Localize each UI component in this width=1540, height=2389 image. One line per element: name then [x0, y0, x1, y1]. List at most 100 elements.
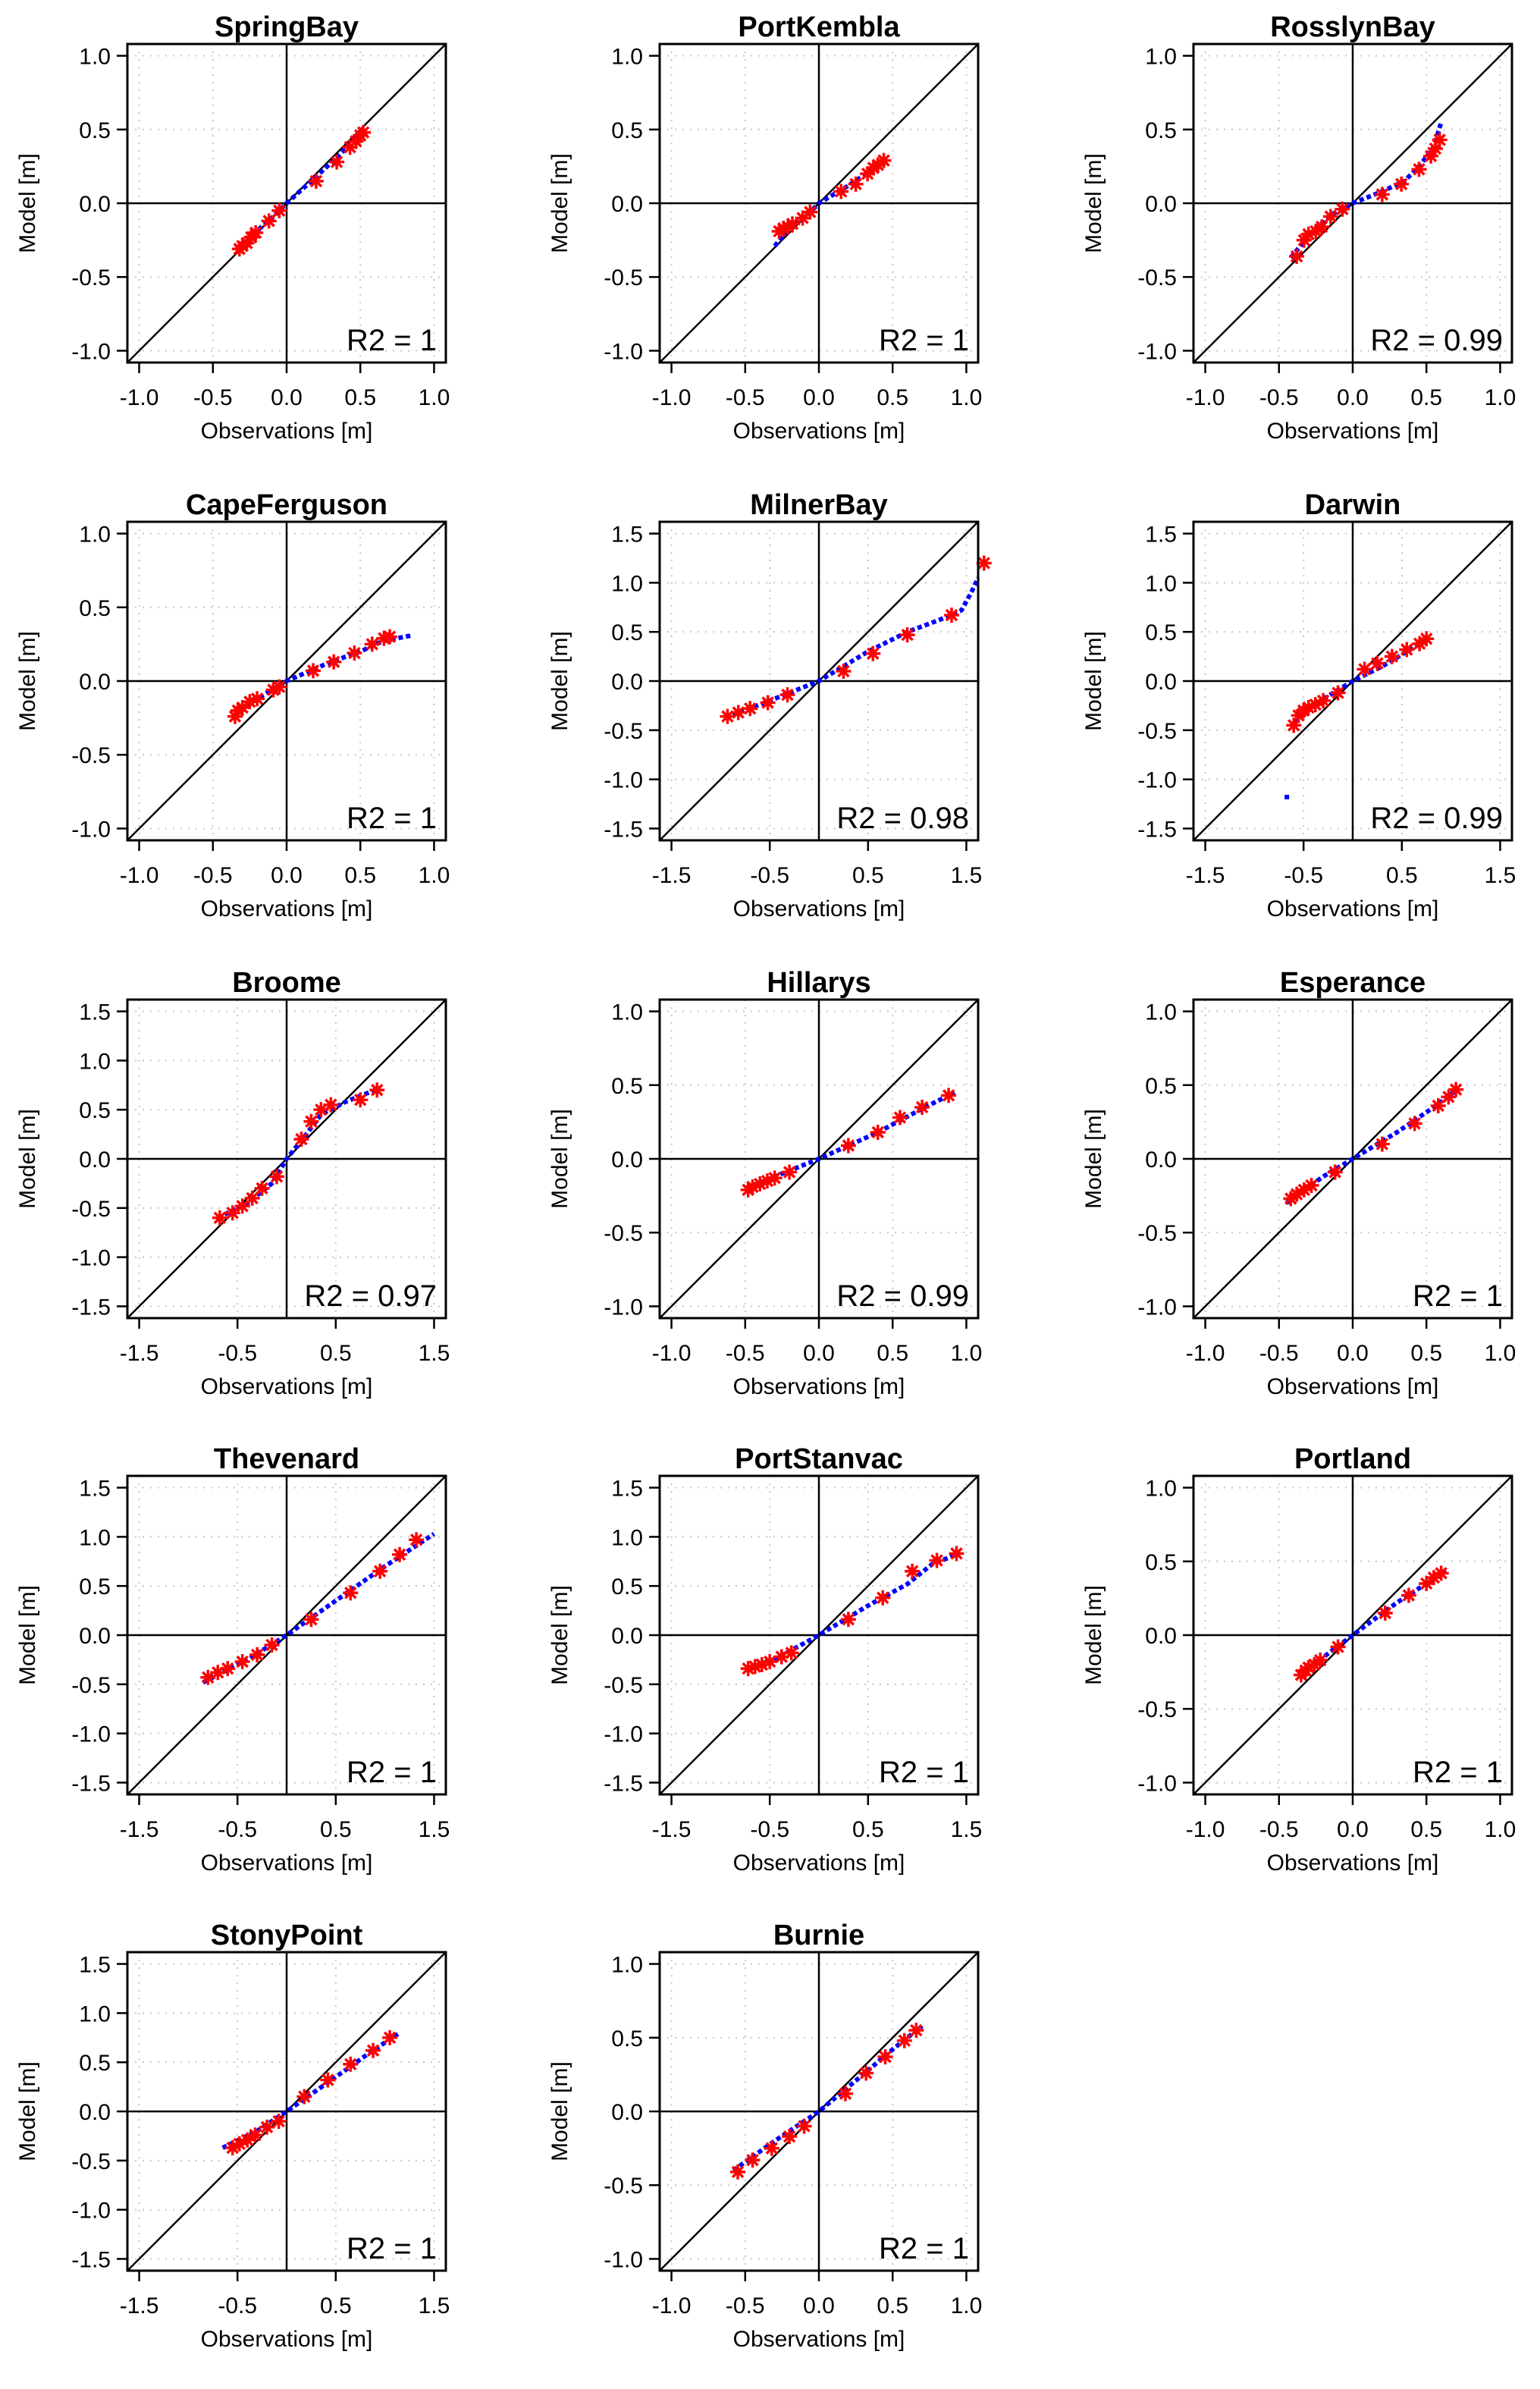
y-tick-label: 0.5 — [1145, 1074, 1177, 1099]
panel-title: SpringBay — [215, 11, 359, 43]
x-tick-label: 0.5 — [1410, 1341, 1442, 1366]
asterisk-marker — [742, 701, 758, 717]
panel-title: Burnie — [773, 1920, 864, 1951]
asterisk-marker — [293, 1132, 309, 1147]
asterisk-marker — [836, 664, 852, 680]
y-tick-label: 0.5 — [1145, 118, 1177, 143]
x-tick-label: 1.0 — [1485, 385, 1516, 410]
x-tick-label: 0.5 — [320, 2293, 352, 2318]
asterisk-marker — [1357, 661, 1372, 677]
x-axis-label: Observations [m] — [201, 896, 373, 921]
asterisk-marker — [764, 2140, 779, 2156]
y-tick-label: 1.0 — [1145, 1477, 1177, 1502]
x-axis-label: Observations [m] — [733, 2327, 905, 2352]
asterisk-marker — [929, 1552, 945, 1568]
x-tick-label: -0.5 — [193, 863, 233, 888]
x-tick-label: -0.5 — [726, 1341, 765, 1366]
asterisk-marker — [234, 1654, 250, 1669]
asterisk-marker — [1327, 1164, 1343, 1180]
panel-title: RosslynBay — [1270, 11, 1435, 43]
asterisk-marker — [914, 1099, 930, 1115]
asterisk-marker — [1441, 1089, 1457, 1105]
asterisk-marker — [392, 1546, 408, 1562]
y-tick-label: -0.5 — [1137, 1697, 1177, 1722]
y-tick-label: -1.0 — [71, 1722, 111, 1747]
asterisk-marker — [1427, 141, 1443, 157]
x-tick-label: 1.5 — [419, 1341, 450, 1366]
panel-esperance: -1.0 -0.5 0.0 0.5 1.0 -1.0 -0.5 0.0 0.5 1.0 Espera… — [1081, 967, 1516, 1399]
r2-annotation: R2 = 1 — [347, 1756, 437, 1789]
r2-annotation: R2 = 1 — [879, 2232, 969, 2265]
y-tick-label: 0.0 — [611, 192, 643, 217]
asterisk-marker — [271, 679, 287, 695]
y-tick-label: 1.0 — [79, 523, 111, 548]
panel-title: StonyPoint — [211, 1920, 363, 1951]
asterisk-marker — [296, 2089, 312, 2105]
y-tick-label: 0.0 — [1145, 1624, 1177, 1649]
asterisk-marker — [860, 166, 876, 182]
x-tick-label: -1.5 — [652, 863, 692, 888]
asterisk-marker — [876, 152, 892, 168]
x-tick-label: -0.5 — [218, 1817, 257, 1842]
x-tick-label: -1.0 — [120, 863, 159, 888]
asterisk-marker — [212, 1210, 227, 1226]
y-tick-label: -1.0 — [71, 817, 111, 842]
x-tick-label: -0.5 — [1259, 1817, 1299, 1842]
x-tick-label: 0.5 — [1410, 1817, 1442, 1842]
asterisk-marker — [1300, 226, 1316, 242]
x-axis-label: Observations [m] — [201, 2327, 373, 2352]
y-tick-label: 0.5 — [79, 1574, 111, 1599]
x-tick-label: 0.5 — [877, 385, 908, 410]
asterisk-marker — [1374, 1136, 1390, 1152]
x-tick-label: 1.5 — [419, 1817, 450, 1842]
asterisk-marker — [200, 1669, 216, 1685]
asterisk-marker — [231, 2136, 247, 2152]
y-axis-label: Model [m] — [547, 2061, 572, 2161]
y-tick-label: -1.0 — [1137, 339, 1177, 364]
x-tick-label: -1.5 — [120, 2293, 159, 2318]
x-tick-label: 1.0 — [419, 385, 450, 410]
asterisk-marker — [353, 1092, 369, 1108]
asterisk-marker — [740, 1661, 756, 1677]
asterisk-marker — [745, 2152, 761, 2168]
asterisk-marker — [875, 1590, 891, 1606]
y-tick-label: 0.5 — [611, 620, 643, 645]
asterisk-marker — [762, 1654, 778, 1669]
x-axis-label: Observations [m] — [201, 1851, 373, 1876]
y-axis-label: Model [m] — [1081, 1109, 1106, 1209]
asterisk-marker — [382, 629, 398, 645]
x-tick-label: -0.5 — [1259, 1341, 1299, 1366]
asterisk-marker — [776, 221, 792, 237]
asterisk-marker — [838, 2086, 853, 2102]
asterisk-marker — [347, 645, 362, 661]
x-tick-label: 0.5 — [320, 1341, 352, 1366]
y-axis-label: Model [m] — [15, 1109, 40, 1209]
asterisk-marker — [1296, 702, 1312, 718]
asterisk-marker — [949, 1546, 964, 1562]
r2-annotation: R2 = 1 — [879, 324, 969, 357]
asterisk-marker — [313, 1102, 329, 1118]
y-tick-label: -0.5 — [604, 1673, 643, 1698]
asterisk-marker — [244, 1190, 260, 1206]
asterisk-marker — [767, 1170, 783, 1186]
x-axis-label: Observations [m] — [733, 419, 905, 444]
asterisk-marker — [264, 1637, 280, 1653]
x-tick-label: -1.0 — [652, 385, 692, 410]
x-tick-label: -1.0 — [1186, 385, 1225, 410]
asterisk-marker — [1286, 717, 1302, 733]
asterisk-marker — [1411, 162, 1427, 177]
asterisk-marker — [242, 694, 258, 710]
x-tick-label: 0.5 — [852, 1817, 884, 1842]
y-tick-label: -0.5 — [1137, 265, 1177, 290]
asterisk-marker — [303, 1113, 319, 1129]
y-tick-label: -0.5 — [71, 1197, 111, 1222]
y-tick-label: 1.5 — [79, 1953, 111, 1978]
x-tick-label: 1.5 — [1485, 863, 1516, 888]
panel-title: MilnerBay — [750, 489, 888, 521]
x-tick-label: -1.0 — [1186, 1817, 1225, 1842]
asterisk-marker — [365, 2042, 381, 2058]
asterisk-marker — [1369, 655, 1385, 671]
x-tick-label: -0.5 — [1259, 385, 1299, 410]
asterisk-marker — [870, 1125, 886, 1140]
asterisk-marker — [779, 687, 795, 703]
